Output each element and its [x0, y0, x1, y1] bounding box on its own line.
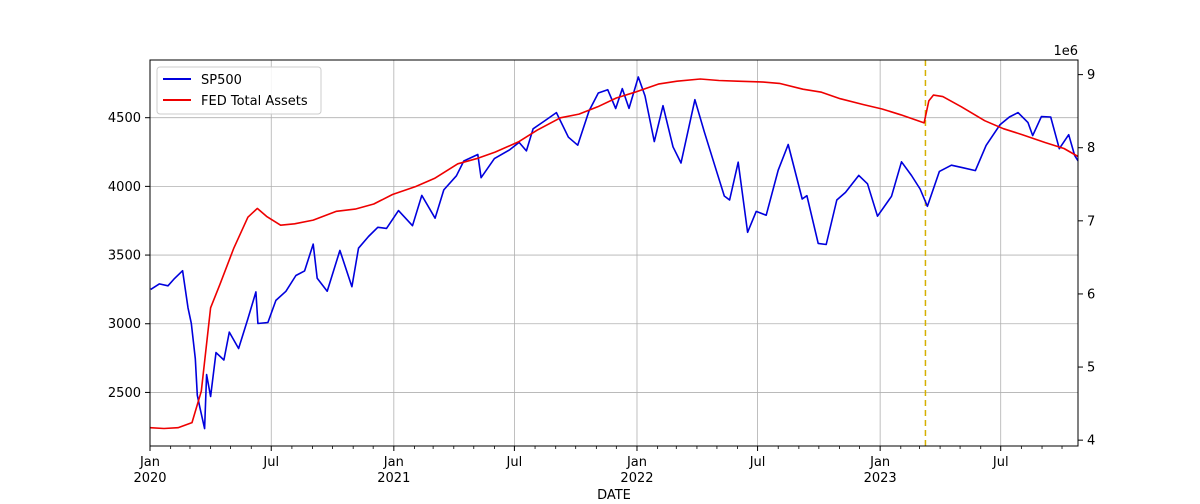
- grid-layer: [149, 60, 1078, 446]
- x-tick-label: Jan: [869, 455, 890, 470]
- legend: SP500 FED Total Assets: [156, 66, 322, 115]
- legend-label-sp500: SP500: [201, 73, 242, 88]
- x-tick-label: Jan: [139, 455, 160, 470]
- y-right-tick-label: 9: [1087, 68, 1095, 83]
- x-tick-year-label: 2021: [377, 471, 410, 486]
- legend-label-fed-total-assets: FED Total Assets: [201, 94, 308, 109]
- x-tick-label: Jan: [626, 455, 647, 470]
- y-right-tick-label: 8: [1087, 141, 1095, 156]
- series-line-fed-total-assets: [149, 78, 1079, 430]
- legend-box: [156, 66, 322, 115]
- y-right-tick-label: 7: [1087, 214, 1095, 229]
- y-left-tick-label: 4000: [108, 180, 141, 195]
- plot-frame: [149, 59, 1079, 447]
- x-tick-label: Jan: [383, 455, 404, 470]
- x-tick-label: Jul: [506, 455, 523, 470]
- right-axis-multiplier: 1e6: [1053, 44, 1078, 59]
- y-left-tick-label: 4500: [108, 111, 141, 126]
- x-tick-label: Jul: [992, 455, 1009, 470]
- x-tick-year-label: 2022: [620, 471, 653, 486]
- x-tick-label: Jul: [749, 455, 766, 470]
- x-tick-year-label: 2020: [133, 471, 166, 486]
- y-right-tick-label: 6: [1087, 287, 1095, 302]
- y-right-tick-label: 4: [1087, 434, 1095, 449]
- y-right-tick-label: 5: [1087, 361, 1095, 376]
- y-left-tick-label: 2500: [108, 386, 141, 401]
- series-line-sp500: [150, 76, 1079, 430]
- y-left-tick-label: 3000: [108, 317, 141, 332]
- x-tick-year-label: 2023: [864, 471, 897, 486]
- series-layer: [149, 76, 1079, 430]
- y-left-tick-label: 3500: [108, 249, 141, 264]
- x-axis-label: DATE: [597, 488, 631, 500]
- x-tick-label: Jul: [262, 455, 279, 470]
